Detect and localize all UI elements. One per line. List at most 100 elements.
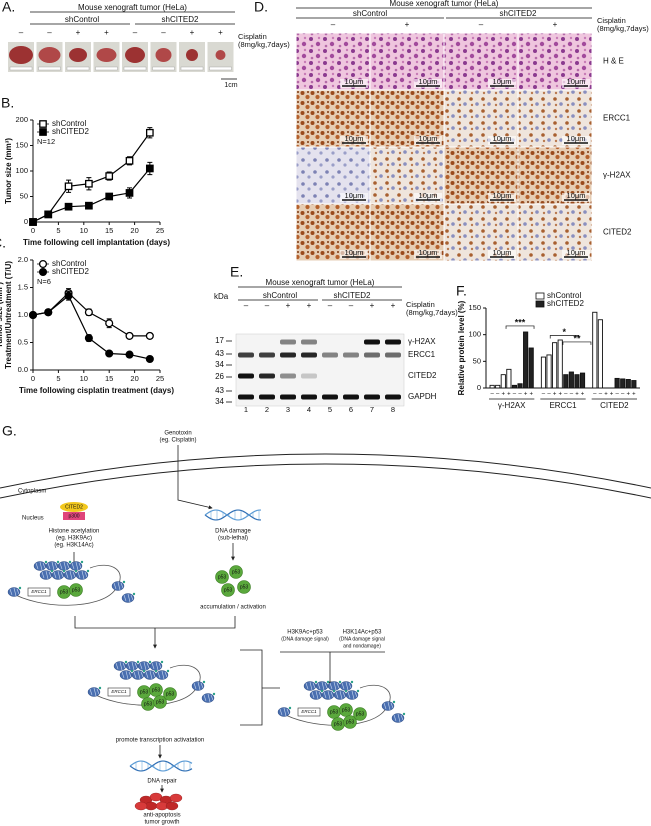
sub-tick-label: + xyxy=(632,392,636,398)
helix-strand xyxy=(204,509,262,521)
arrow xyxy=(177,445,213,510)
group-label: shCITED2 xyxy=(162,15,199,24)
band-label: γ-H2AX xyxy=(408,337,436,346)
band xyxy=(343,352,359,358)
panel-label: F. xyxy=(456,283,467,299)
band xyxy=(259,394,275,400)
bar xyxy=(489,384,495,389)
x-tick-label: 15 xyxy=(105,374,113,383)
diagram-text: p53 xyxy=(232,569,241,575)
y-tick-label: 200 xyxy=(15,115,28,124)
bar xyxy=(563,374,569,389)
row-label: γ-H2AX xyxy=(603,171,631,180)
treatment-sign: – xyxy=(349,301,354,310)
tumor xyxy=(96,48,117,62)
ruler xyxy=(95,66,118,71)
acetyl xyxy=(154,669,158,673)
treatment-sign: + xyxy=(190,28,195,37)
scale-bg xyxy=(562,79,590,88)
bar xyxy=(568,371,574,389)
marker xyxy=(105,192,114,201)
sub-tick-label: + xyxy=(553,392,557,398)
tumor xyxy=(155,48,172,62)
tumor xyxy=(215,50,226,60)
treatment-sign: – xyxy=(244,301,249,310)
acetyl xyxy=(212,692,216,696)
acetyl xyxy=(18,586,22,590)
scale-label: 10μm xyxy=(567,191,586,200)
acetyl xyxy=(50,569,54,573)
nucleosome-wrap xyxy=(123,593,134,603)
gene-box xyxy=(27,587,51,597)
group-label: shControl xyxy=(353,9,387,18)
treatment-sign: + xyxy=(76,28,81,37)
scale-bg xyxy=(488,136,516,145)
x-tick-label: CITED2 xyxy=(600,401,629,410)
bar xyxy=(511,384,518,389)
x-axis-label: Time following cell implantation (days) xyxy=(23,238,170,247)
membrane xyxy=(0,453,651,489)
acetyl xyxy=(344,689,348,693)
p53-protein xyxy=(215,570,229,584)
diagram-text: p53 xyxy=(330,709,339,715)
kda-label: 26 xyxy=(215,372,224,381)
panel-title: Mouse xenograft tumor (HeLa) xyxy=(390,0,499,8)
diagram-text: p53 xyxy=(334,721,343,727)
sub-tick-label: – xyxy=(513,392,517,398)
scale-label: 10μm xyxy=(419,77,438,86)
nucleosome-wrap xyxy=(47,561,58,571)
scale-bg xyxy=(562,193,590,202)
treatment-label: (8mg/kg,7days) xyxy=(238,40,290,49)
band xyxy=(364,352,380,358)
row-label: H & E xyxy=(603,57,624,66)
treatment-label: (8mg/kg,7days) xyxy=(406,308,458,317)
diagram-text: ERCC1 xyxy=(31,589,47,594)
marker xyxy=(64,202,73,211)
helix-strand xyxy=(129,760,193,772)
scale-label: 10μm xyxy=(345,248,364,257)
scale-bg xyxy=(340,136,368,145)
panel-title: Mouse xenograft tumor (HeLa) xyxy=(266,278,375,287)
band xyxy=(259,352,275,358)
treatment-sign: – xyxy=(265,301,270,310)
p53-protein xyxy=(343,715,357,729)
x-tick-label: 5 xyxy=(56,374,60,383)
band xyxy=(280,339,296,345)
acetyl xyxy=(320,689,324,693)
kda-label: 43 xyxy=(215,386,224,395)
marker xyxy=(85,201,93,210)
sub-tick-label: – xyxy=(621,392,625,398)
y-tick-label: 0 xyxy=(477,383,481,392)
scale-bg xyxy=(414,79,442,88)
treatment-sign: + xyxy=(104,28,109,37)
nucleosome-wrap xyxy=(89,687,100,697)
tumor xyxy=(186,49,198,61)
sub-tick-label: – xyxy=(564,392,568,398)
y-axis-label: Relative protein level (%) xyxy=(457,300,466,395)
acetyl xyxy=(122,580,126,584)
acetyl xyxy=(166,669,170,673)
group-label: shControl xyxy=(263,291,297,300)
y-tick-label: 50 xyxy=(473,356,481,365)
bar xyxy=(500,374,506,389)
diagram-text: and nondamage) xyxy=(343,643,381,649)
band xyxy=(280,352,296,358)
x-tick-label: 5 xyxy=(56,226,60,235)
x-tick-label: 25 xyxy=(156,226,164,235)
legend-marker xyxy=(38,259,48,269)
nucleosome-wrap xyxy=(53,570,64,580)
scale-bg xyxy=(340,250,368,259)
diagram-text: p53 xyxy=(72,587,81,593)
nucleosome-wrap xyxy=(317,681,328,691)
lane-label: 7 xyxy=(370,405,374,414)
panel-label: C. xyxy=(0,235,6,251)
acetyl xyxy=(148,660,152,664)
marker xyxy=(64,182,73,191)
diagram-text: p53 xyxy=(356,711,365,717)
acetyl xyxy=(124,660,128,664)
diagram-text: anti-apoptosis xyxy=(143,813,180,819)
marker xyxy=(105,349,114,358)
treatment-sign: – xyxy=(47,28,52,37)
acetyl xyxy=(392,700,396,704)
